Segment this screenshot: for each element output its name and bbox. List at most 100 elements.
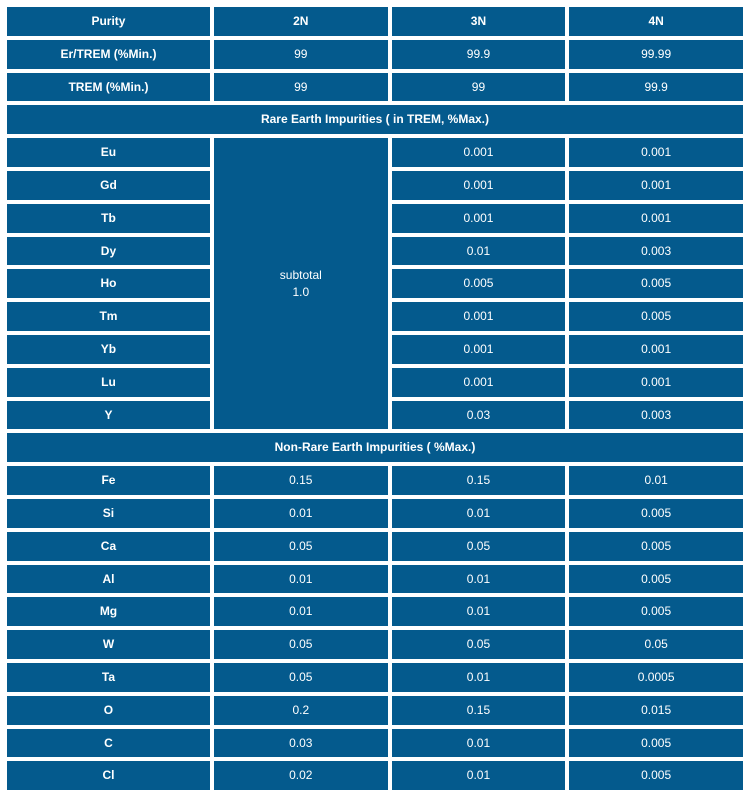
- cell-2n: 0.05: [213, 531, 389, 562]
- row-label: Al: [6, 564, 211, 595]
- cell-4n: 99.99: [568, 39, 744, 70]
- row-label: Yb: [6, 334, 211, 365]
- cell-3n: 0.001: [391, 367, 567, 398]
- row-label: Dy: [6, 236, 211, 267]
- header-4n: 4N: [568, 6, 744, 37]
- cell-4n: 0.015: [568, 695, 744, 726]
- subtotal-label: subtotal: [280, 268, 322, 282]
- table-row: Mg 0.01 0.01 0.005: [6, 596, 744, 627]
- cell-4n: 0.005: [568, 268, 744, 299]
- table-row: Si 0.01 0.01 0.005: [6, 498, 744, 529]
- cell-4n: 0.005: [568, 301, 744, 332]
- cell-4n: 0.01: [568, 465, 744, 496]
- cell-4n: 0.001: [568, 170, 744, 201]
- table-row: O 0.2 0.15 0.015: [6, 695, 744, 726]
- cell-4n: 0.001: [568, 367, 744, 398]
- subtotal-value: 1.0: [292, 285, 309, 299]
- cell-3n: 0.01: [391, 564, 567, 595]
- cell-3n: 0.001: [391, 203, 567, 234]
- merged-subtotal-cell: subtotal 1.0: [213, 137, 389, 430]
- table-row: Eu subtotal 1.0 0.001 0.001: [6, 137, 744, 168]
- row-label: Ho: [6, 268, 211, 299]
- table-row: W 0.05 0.05 0.05: [6, 629, 744, 660]
- table-row: Ca 0.05 0.05 0.005: [6, 531, 744, 562]
- table-body: Purity 2N 3N 4N Er/TREM (%Min.) 99 99.9 …: [6, 6, 744, 791]
- row-label: Lu: [6, 367, 211, 398]
- header-3n: 3N: [391, 6, 567, 37]
- cell-2n: 0.05: [213, 662, 389, 693]
- section-title: Non-Rare Earth Impurities ( %Max.): [6, 432, 744, 463]
- cell-2n: 0.15: [213, 465, 389, 496]
- cell-3n: 0.001: [391, 170, 567, 201]
- cell-4n: 0.001: [568, 203, 744, 234]
- row-label: Y: [6, 400, 211, 431]
- cell-3n: 0.05: [391, 629, 567, 660]
- row-label: Fe: [6, 465, 211, 496]
- cell-4n: 0.003: [568, 400, 744, 431]
- cell-3n: 0.01: [391, 236, 567, 267]
- cell-4n: 99.9: [568, 72, 744, 103]
- cell-3n: 0.01: [391, 596, 567, 627]
- table-row: Fe 0.15 0.15 0.01: [6, 465, 744, 496]
- cell-4n: 0.005: [568, 564, 744, 595]
- cell-4n: 0.003: [568, 236, 744, 267]
- row-label: TREM (%Min.): [6, 72, 211, 103]
- row-label: Eu: [6, 137, 211, 168]
- cell-4n: 0.001: [568, 137, 744, 168]
- cell-4n: 0.005: [568, 531, 744, 562]
- row-label: Cl: [6, 760, 211, 791]
- cell-3n: 0.15: [391, 695, 567, 726]
- cell-3n: 99: [391, 72, 567, 103]
- row-label: C: [6, 728, 211, 759]
- cell-2n: 0.2: [213, 695, 389, 726]
- row-label: Si: [6, 498, 211, 529]
- header-purity: Purity: [6, 6, 211, 37]
- cell-3n: 0.001: [391, 301, 567, 332]
- cell-3n: 0.01: [391, 498, 567, 529]
- cell-2n: 0.02: [213, 760, 389, 791]
- section-header-rare: Rare Earth Impurities ( in TREM, %Max.): [6, 104, 744, 135]
- row-label: O: [6, 695, 211, 726]
- row-label: Er/TREM (%Min.): [6, 39, 211, 70]
- row-label: Tb: [6, 203, 211, 234]
- cell-4n: 0.005: [568, 760, 744, 791]
- row-label: Ca: [6, 531, 211, 562]
- table-row: Al 0.01 0.01 0.005: [6, 564, 744, 595]
- cell-2n: 0.03: [213, 728, 389, 759]
- table-row: TREM (%Min.) 99 99 99.9: [6, 72, 744, 103]
- row-label: Tm: [6, 301, 211, 332]
- cell-4n: 0.0005: [568, 662, 744, 693]
- cell-3n: 0.001: [391, 334, 567, 365]
- cell-4n: 0.05: [568, 629, 744, 660]
- cell-2n: 0.05: [213, 629, 389, 660]
- cell-2n: 99: [213, 39, 389, 70]
- table-row: Er/TREM (%Min.) 99 99.9 99.99: [6, 39, 744, 70]
- table-row: C 0.03 0.01 0.005: [6, 728, 744, 759]
- table-row: Ta 0.05 0.01 0.0005: [6, 662, 744, 693]
- cell-3n: 0.01: [391, 728, 567, 759]
- header-row: Purity 2N 3N 4N: [6, 6, 744, 37]
- row-label: Ta: [6, 662, 211, 693]
- cell-3n: 0.01: [391, 760, 567, 791]
- cell-4n: 0.005: [568, 498, 744, 529]
- cell-3n: 0.05: [391, 531, 567, 562]
- cell-2n: 0.01: [213, 498, 389, 529]
- cell-3n: 0.15: [391, 465, 567, 496]
- cell-4n: 0.005: [568, 596, 744, 627]
- section-title: Rare Earth Impurities ( in TREM, %Max.): [6, 104, 744, 135]
- row-label: Gd: [6, 170, 211, 201]
- cell-3n: 0.01: [391, 662, 567, 693]
- row-label: Mg: [6, 596, 211, 627]
- cell-2n: 0.01: [213, 596, 389, 627]
- cell-3n: 0.001: [391, 137, 567, 168]
- section-header-nonrare: Non-Rare Earth Impurities ( %Max.): [6, 432, 744, 463]
- cell-4n: 0.001: [568, 334, 744, 365]
- cell-3n: 99.9: [391, 39, 567, 70]
- table-row: Cl 0.02 0.01 0.005: [6, 760, 744, 791]
- cell-2n: 99: [213, 72, 389, 103]
- row-label: W: [6, 629, 211, 660]
- cell-3n: 0.005: [391, 268, 567, 299]
- cell-4n: 0.005: [568, 728, 744, 759]
- purity-spec-table: Purity 2N 3N 4N Er/TREM (%Min.) 99 99.9 …: [4, 4, 746, 793]
- header-2n: 2N: [213, 6, 389, 37]
